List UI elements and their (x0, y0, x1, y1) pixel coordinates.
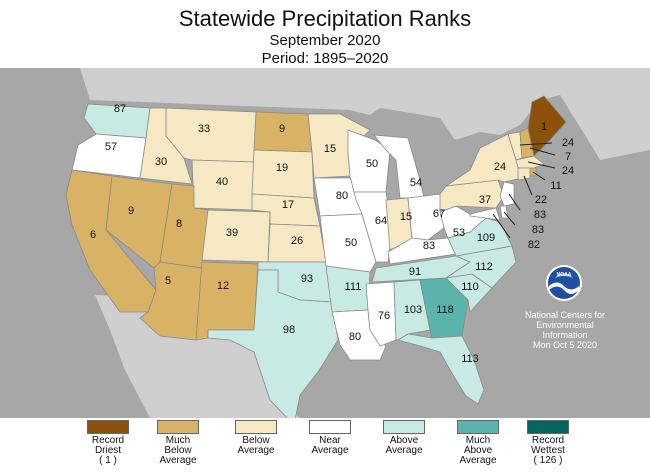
rank-VA: 109 (477, 232, 495, 244)
rank-OK: 93 (301, 273, 313, 285)
rank-MN: 15 (324, 143, 336, 155)
rank-UT: 8 (176, 218, 182, 230)
state-FL[interactable] (396, 333, 485, 405)
state-IL[interactable] (353, 191, 393, 263)
rank-ID: 30 (155, 156, 167, 168)
state-ME[interactable] (527, 95, 567, 157)
rank-FL: 113 (461, 353, 479, 365)
legend-record-driest: Record Driest ( 1 ) (78, 420, 138, 466)
legend-swatch (157, 420, 199, 434)
noaa-logo-text: NOAA (557, 272, 572, 278)
rank-MI: 54 (410, 177, 422, 189)
rank-KY: 83 (423, 240, 435, 252)
rank-AL: 103 (404, 304, 422, 316)
state-TX[interactable] (207, 269, 339, 418)
rank-LA: 80 (349, 331, 361, 343)
rank-WA: 87 (114, 103, 126, 115)
legend-swatch (383, 420, 425, 434)
title-block: Statewide Precipitation Ranks September … (0, 0, 650, 68)
legend-label: Above Average (385, 435, 423, 456)
legend-much-above: Much Above Average (448, 420, 508, 466)
legend-label: Near Average (311, 435, 349, 456)
legend: Record Driest ( 1 ) Much Below Average B… (0, 420, 650, 475)
rank-OH: 67 (433, 208, 445, 220)
rank-CT: 22 (535, 194, 547, 206)
rank-NY: 24 (494, 161, 506, 173)
rank-IL: 64 (375, 215, 387, 227)
noaa-logo: NOAA (546, 265, 582, 301)
legend-above: Above Average (374, 420, 434, 456)
state-NM[interactable] (195, 261, 259, 341)
rank-MD: 82 (528, 239, 540, 251)
rank-MT: 33 (198, 123, 210, 135)
legend-swatch (457, 420, 499, 434)
state-OR[interactable] (71, 133, 147, 179)
rank-NV: 9 (128, 205, 134, 217)
rank-CA: 6 (90, 229, 96, 241)
rank-VT: 24 (562, 137, 574, 149)
rank-WV: 53 (453, 227, 465, 239)
rank-TX: 98 (283, 324, 295, 336)
state-OH[interactable] (407, 193, 445, 241)
map-subtitle: September 2020 (269, 32, 381, 49)
legend-label: Record Wettest ( 126 ) (531, 435, 565, 466)
legend-much-below: Much Below Average (148, 420, 208, 466)
rank-WI: 50 (366, 158, 378, 170)
map-title: Statewide Precipitation Ranks (178, 6, 472, 31)
legend-label: Much Above Average (459, 435, 497, 466)
legend-label: Much Below Average (159, 435, 197, 466)
rank-WY: 40 (216, 176, 228, 188)
state-MO[interactable] (319, 213, 377, 273)
state-CT[interactable] (517, 167, 531, 181)
rank-MS: 76 (378, 310, 390, 322)
us-precipitation-map: 87 57 6 9 30 33 40 8 5 39 12 9 19 17 26 … (0, 68, 650, 418)
legend-near: Near Average (300, 420, 360, 456)
rank-KS: 26 (291, 235, 303, 247)
rank-AR: 111 (345, 281, 362, 293)
rank-IA: 80 (336, 190, 348, 202)
rank-ND: 9 (279, 123, 285, 135)
mexico-land (95, 295, 300, 418)
rank-RI: 11 (550, 180, 561, 192)
rank-SC: 110 (461, 281, 479, 293)
leader-lines (492, 142, 556, 239)
legend-label: Below Average (237, 435, 275, 456)
great-lakes (355, 112, 500, 190)
rank-PA: 37 (479, 194, 491, 206)
rank-MO: 50 (345, 237, 357, 249)
canada-land (80, 68, 650, 160)
rank-OR: 57 (105, 141, 117, 153)
legend-record-wettest: Record Wettest ( 126 ) (518, 420, 578, 466)
rank-CO: 39 (226, 227, 238, 239)
map-period: Period: 1895–2020 (261, 50, 389, 67)
rank-MA: 24 (562, 165, 574, 177)
legend-swatch (87, 420, 129, 434)
legend-swatch (235, 420, 277, 434)
state-NJ[interactable] (499, 181, 515, 207)
rank-DE: 83 (532, 224, 544, 236)
rank-NH: 7 (565, 151, 571, 163)
rank-GA: 118 (436, 304, 454, 316)
state-SD[interactable] (251, 149, 315, 199)
legend-label: Record Driest ( 1 ) (91, 435, 125, 466)
rank-NC: 112 (475, 261, 493, 273)
rank-SD: 19 (276, 162, 288, 174)
rank-NE: 17 (282, 199, 294, 211)
rank-NJ: 83 (534, 209, 546, 221)
credit-block: National Centers for Environmental Infor… (515, 310, 615, 350)
credit-org: National Centers for Environmental Infor… (524, 310, 606, 340)
state-NC[interactable] (445, 245, 517, 289)
rank-NM: 12 (217, 280, 229, 292)
state-MD[interactable] (469, 207, 501, 221)
rank-ME: 1 (541, 121, 547, 133)
credit-date: Mon Oct 5 2020 (532, 340, 598, 350)
rank-AZ: 5 (165, 275, 171, 287)
legend-swatch (527, 420, 569, 434)
rank-TN: 91 (409, 266, 421, 278)
legend-below: Below Average (226, 420, 286, 456)
state-WV[interactable] (439, 205, 487, 239)
rank-IN: 15 (400, 211, 412, 223)
legend-swatch (309, 420, 351, 434)
